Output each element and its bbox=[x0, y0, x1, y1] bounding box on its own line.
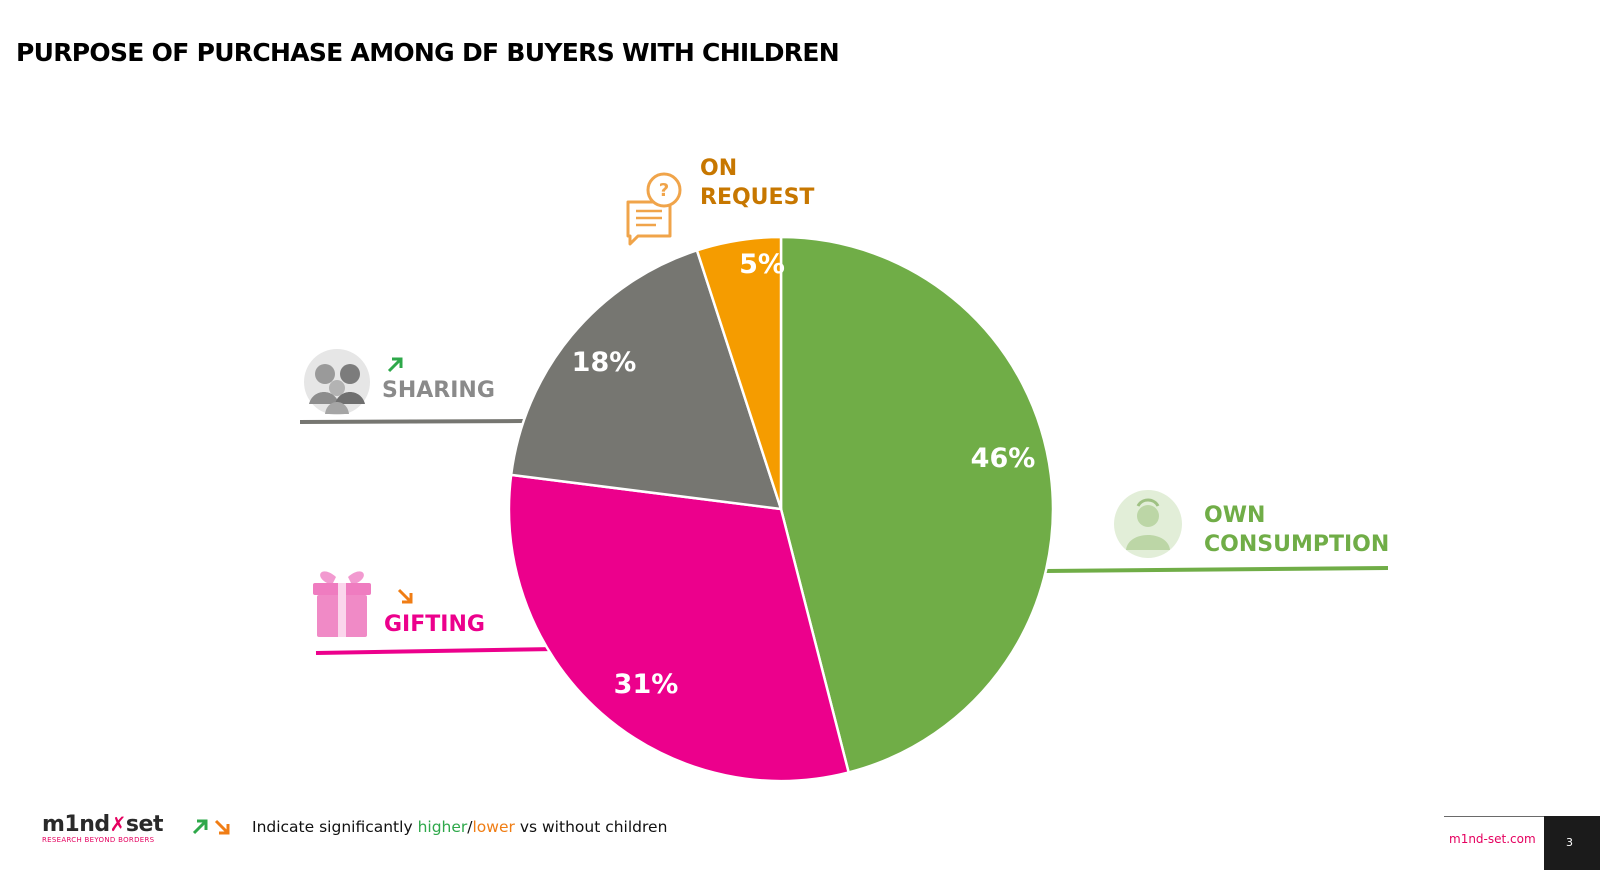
data-label-sharing: 18% bbox=[572, 347, 637, 378]
category-label-sharing: SHARING bbox=[382, 378, 495, 403]
pie-slice-on-request bbox=[695, 235, 783, 511]
data-label-on-request: 5% bbox=[739, 249, 785, 280]
data-label-own-consumption: 46% bbox=[971, 443, 1036, 474]
logo-tagline: RESEARCH BEYOND BORDERS bbox=[42, 836, 155, 844]
brand-logo[interactable]: m1nd✗set RESEARCH BEYOND BORDERS bbox=[42, 812, 172, 852]
note-higher: higher bbox=[417, 818, 468, 836]
leader-line-sharing bbox=[299, 419, 524, 424]
footer-url[interactable]: m1nd-set.com bbox=[1449, 832, 1536, 846]
svg-text:?: ? bbox=[659, 180, 669, 201]
note-suffix: vs without children bbox=[519, 818, 668, 836]
pie-slice-sharing bbox=[509, 249, 783, 511]
page-title: PURPOSE OF PURCHASE AMONG DF BUYERS WITH… bbox=[16, 38, 840, 67]
question-chat-icon: ? bbox=[626, 172, 682, 246]
legend-arrows bbox=[192, 819, 230, 835]
arrow-down-right-icon bbox=[397, 588, 413, 604]
category-label-on-request-line-2: REQUEST bbox=[700, 185, 814, 210]
note-prefix: Indicate significantly bbox=[252, 818, 413, 836]
category-label-own-consumption-line-2: CONSUMPTION bbox=[1204, 532, 1389, 557]
gift-icon bbox=[313, 571, 371, 637]
person-icon bbox=[1114, 490, 1182, 558]
category-label-on-request-line-1: ON bbox=[700, 156, 737, 181]
category-labels: OWN CONSUMPTION GIFTING SHARING ON REQUEST bbox=[382, 156, 1389, 637]
family-icon bbox=[304, 349, 370, 415]
category-label-gifting: GIFTING bbox=[384, 612, 485, 637]
footer-divider bbox=[1444, 816, 1544, 817]
pie-slice-gifting bbox=[507, 473, 850, 783]
note-separator: / bbox=[467, 818, 473, 836]
footer: m1nd✗set RESEARCH BEYOND BORDERS Indicat… bbox=[0, 806, 1600, 870]
legend-arrow-up-icon bbox=[192, 819, 208, 835]
leader-line-own-consumption bbox=[1044, 566, 1389, 573]
category-label-own-consumption-line-1: OWN bbox=[1204, 503, 1265, 528]
legend-arrow-down-icon bbox=[214, 819, 230, 835]
note-lower: lower bbox=[472, 818, 515, 836]
pie-slice-own-consumption bbox=[779, 235, 1055, 774]
leader-line-gifting bbox=[315, 647, 557, 655]
arrow-up-right-icon bbox=[387, 357, 403, 373]
data-label-gifting: 31% bbox=[614, 669, 679, 700]
logo-wordmark: m1nd✗set bbox=[42, 812, 163, 837]
page-number-box: 3 bbox=[1544, 816, 1600, 870]
leader-lines bbox=[299, 419, 1389, 655]
value-labels: 46% 31% 18% 5% bbox=[572, 249, 1036, 700]
significance-note: Indicate significantly higher/lower vs w… bbox=[252, 818, 667, 836]
page-number: 3 bbox=[1566, 836, 1573, 849]
pie-slices bbox=[507, 235, 1055, 783]
